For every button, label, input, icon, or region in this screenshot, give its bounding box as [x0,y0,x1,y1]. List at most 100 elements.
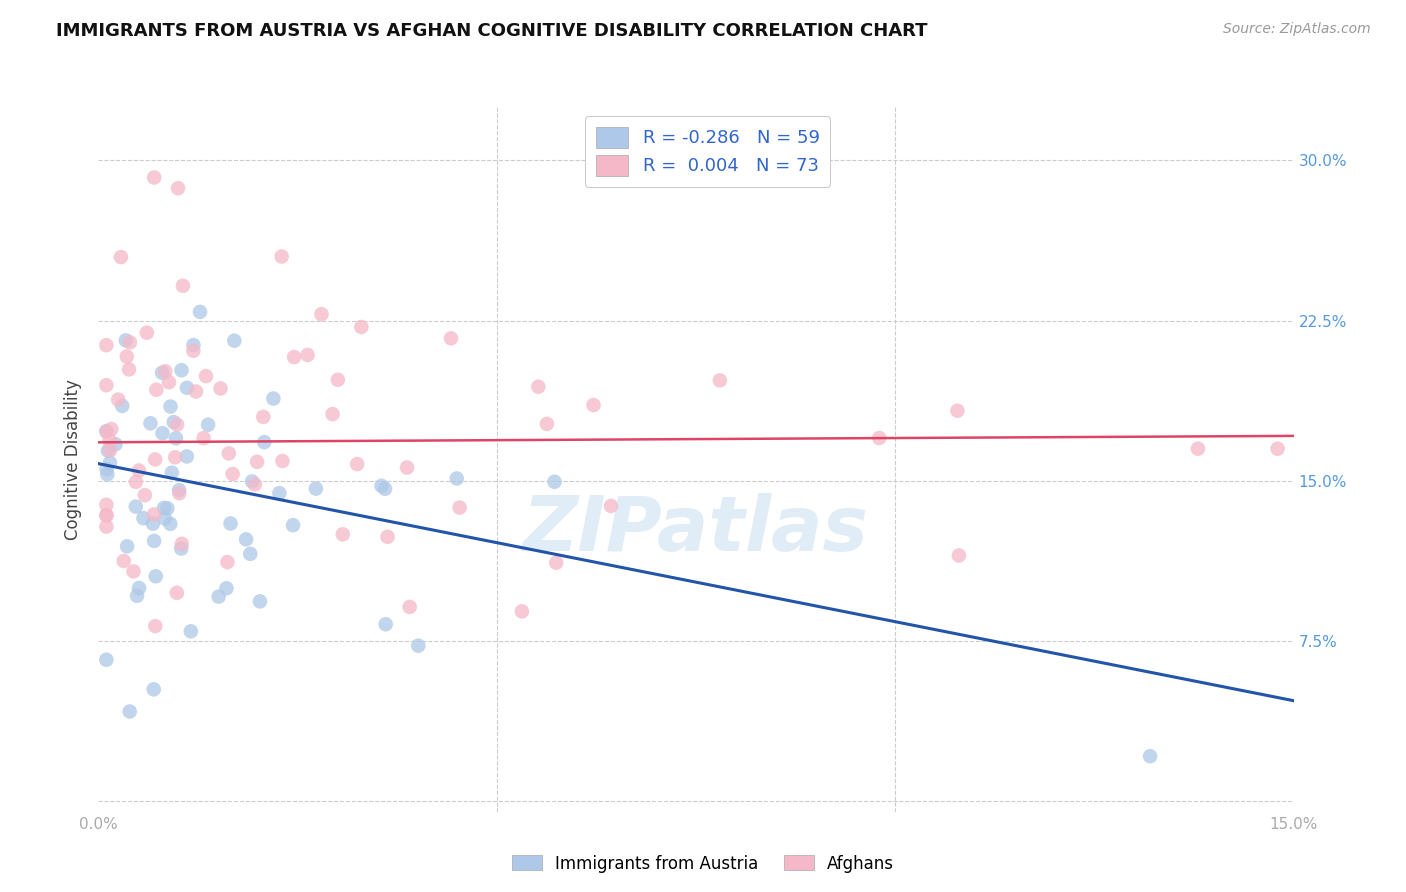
Point [104,437,127,451]
Point [240,475,263,489]
Point [510,604,533,618]
Point [156,501,179,516]
Point [170,363,193,377]
Point [948,549,970,563]
Point [180,624,202,639]
Point [546,556,568,570]
Point [170,537,193,551]
Point [165,431,187,445]
Point [122,565,145,579]
Point [543,475,565,489]
Point [96,462,118,476]
Point [1187,442,1209,456]
Point [143,452,166,467]
Point [217,555,239,569]
Point [208,590,231,604]
Point [128,581,150,595]
Point [281,518,304,533]
Point [96,508,118,523]
Point [311,307,333,321]
Point [582,398,605,412]
Point [449,500,471,515]
Point [193,431,215,445]
Point [143,619,166,633]
Point [142,516,165,531]
Point [118,335,141,350]
Point [100,422,122,436]
Point [215,582,238,596]
Point [398,599,420,614]
Point [252,409,274,424]
Point [536,417,558,431]
Point [125,475,148,489]
Point [152,426,174,441]
Point [197,417,219,432]
Point [96,425,118,439]
Point [98,443,121,458]
Point [270,250,292,264]
Point [98,433,121,447]
Point [96,467,118,482]
Point [235,533,257,547]
Point [139,417,162,431]
Point [153,511,176,525]
Point [184,384,207,399]
Point [160,466,183,480]
Point [868,431,890,445]
Point [111,399,134,413]
Point [143,508,166,522]
Point [224,334,246,348]
Point [269,486,291,500]
Point [946,403,969,417]
Point [125,589,148,603]
Point [172,278,194,293]
Point [97,443,120,458]
Point [118,705,141,719]
Point [114,334,136,348]
Point [98,456,121,470]
Point [166,417,188,432]
Point [271,454,294,468]
Point [134,488,156,502]
Point [446,471,468,485]
Point [110,250,132,264]
Point [350,320,373,334]
Text: IMMIGRANTS FROM AUSTRIA VS AFGHAN COGNITIVE DISABILITY CORRELATION CHART: IMMIGRANTS FROM AUSTRIA VS AFGHAN COGNIT… [56,22,928,40]
Point [527,380,550,394]
Text: Source: ZipAtlas.com: Source: ZipAtlas.com [1223,22,1371,37]
Point [96,519,118,533]
Point [305,482,328,496]
Y-axis label: Cognitive Disability: Cognitive Disability [65,379,83,540]
Point [96,498,118,512]
Point [153,500,176,515]
Point [96,338,118,352]
Point [145,383,167,397]
Text: ZIPatlas: ZIPatlas [523,493,869,566]
Point [183,343,205,358]
Point [107,392,129,407]
Point [246,455,269,469]
Point [1267,442,1289,456]
Point [243,477,266,491]
Legend: Immigrants from Austria, Afghans: Immigrants from Austria, Afghans [505,848,901,880]
Point [218,446,240,460]
Point [249,594,271,608]
Point [176,450,198,464]
Point [297,348,319,362]
Point [150,366,173,380]
Point [143,533,166,548]
Point [209,382,232,396]
Point [221,467,243,481]
Point [709,373,731,387]
Point [346,457,368,471]
Point [326,373,349,387]
Point [374,617,396,632]
Point [283,350,305,364]
Point [167,486,190,500]
Legend: R = -0.286   N = 59, R =  0.004   N = 73: R = -0.286 N = 59, R = 0.004 N = 73 [585,116,831,186]
Point [159,516,181,531]
Point [165,450,187,465]
Point [370,479,392,493]
Point [128,463,150,477]
Point [145,569,167,583]
